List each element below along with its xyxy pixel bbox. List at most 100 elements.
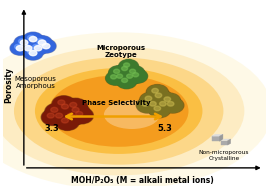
- Circle shape: [106, 72, 125, 85]
- Circle shape: [149, 103, 170, 117]
- Circle shape: [29, 36, 37, 42]
- Circle shape: [146, 84, 168, 100]
- Ellipse shape: [14, 57, 224, 165]
- Circle shape: [159, 94, 180, 108]
- Circle shape: [15, 44, 22, 49]
- Text: 3.3: 3.3: [44, 124, 59, 133]
- Ellipse shape: [49, 75, 189, 147]
- Circle shape: [37, 39, 44, 44]
- Circle shape: [67, 113, 75, 118]
- Circle shape: [20, 40, 28, 45]
- Ellipse shape: [0, 32, 269, 189]
- Circle shape: [117, 64, 136, 76]
- Circle shape: [119, 59, 139, 73]
- Circle shape: [55, 114, 79, 130]
- Circle shape: [58, 100, 65, 105]
- Circle shape: [122, 71, 141, 84]
- Circle shape: [152, 88, 158, 93]
- Circle shape: [109, 66, 129, 80]
- Circle shape: [122, 70, 141, 84]
- Circle shape: [61, 118, 69, 123]
- Circle shape: [37, 40, 55, 53]
- Circle shape: [109, 66, 128, 79]
- Circle shape: [23, 44, 30, 49]
- Circle shape: [117, 75, 136, 88]
- Circle shape: [116, 75, 137, 89]
- Circle shape: [122, 66, 128, 70]
- Circle shape: [55, 113, 63, 118]
- Circle shape: [41, 109, 65, 125]
- Circle shape: [61, 109, 85, 125]
- Circle shape: [111, 75, 116, 79]
- Text: 5.3: 5.3: [157, 124, 172, 133]
- Circle shape: [42, 110, 64, 125]
- Circle shape: [18, 41, 38, 55]
- Circle shape: [33, 44, 40, 49]
- Circle shape: [56, 115, 78, 130]
- Circle shape: [49, 109, 73, 125]
- Circle shape: [10, 41, 30, 55]
- Circle shape: [36, 39, 56, 53]
- Circle shape: [45, 103, 69, 120]
- Ellipse shape: [104, 100, 160, 129]
- Circle shape: [51, 107, 58, 112]
- Circle shape: [14, 36, 34, 50]
- Circle shape: [70, 107, 93, 124]
- Circle shape: [76, 112, 83, 116]
- Circle shape: [125, 66, 144, 79]
- Circle shape: [127, 74, 133, 78]
- Polygon shape: [221, 139, 231, 141]
- Circle shape: [19, 39, 26, 44]
- Circle shape: [29, 42, 47, 55]
- Circle shape: [150, 89, 172, 105]
- Circle shape: [116, 74, 123, 78]
- Circle shape: [114, 69, 120, 73]
- Circle shape: [145, 96, 152, 101]
- Circle shape: [55, 100, 79, 116]
- Circle shape: [33, 36, 51, 49]
- Circle shape: [24, 47, 42, 60]
- Circle shape: [27, 35, 35, 40]
- Text: Microporous
Zeotype: Microporous Zeotype: [97, 45, 146, 58]
- Circle shape: [147, 85, 168, 99]
- Circle shape: [28, 41, 48, 55]
- Text: MOH/P₂O₅ (M = alkali metal ions): MOH/P₂O₅ (M = alkali metal ions): [71, 176, 214, 185]
- Circle shape: [29, 50, 37, 56]
- Circle shape: [105, 71, 126, 85]
- Circle shape: [65, 99, 87, 114]
- Circle shape: [128, 69, 148, 83]
- Circle shape: [116, 63, 137, 77]
- Circle shape: [128, 70, 147, 83]
- Circle shape: [24, 46, 32, 51]
- Circle shape: [23, 32, 43, 46]
- Circle shape: [67, 104, 89, 119]
- Circle shape: [140, 93, 161, 107]
- Circle shape: [71, 108, 93, 123]
- Circle shape: [32, 36, 52, 50]
- Circle shape: [53, 96, 75, 112]
- Bar: [212, 136, 220, 141]
- Circle shape: [61, 104, 69, 109]
- Circle shape: [150, 90, 171, 104]
- Text: Non-microporous
Crystalline: Non-microporous Crystalline: [199, 150, 249, 161]
- Circle shape: [148, 102, 171, 118]
- Circle shape: [137, 98, 158, 112]
- Circle shape: [155, 93, 162, 98]
- Circle shape: [11, 42, 29, 55]
- Ellipse shape: [0, 47, 244, 175]
- Circle shape: [42, 43, 50, 49]
- Circle shape: [119, 60, 138, 73]
- Circle shape: [133, 73, 139, 77]
- Circle shape: [125, 66, 145, 80]
- Bar: [221, 141, 228, 145]
- Circle shape: [164, 97, 171, 101]
- Circle shape: [122, 78, 128, 82]
- Circle shape: [163, 98, 183, 112]
- Circle shape: [142, 101, 148, 106]
- Circle shape: [112, 70, 132, 84]
- Circle shape: [136, 98, 158, 113]
- Circle shape: [34, 46, 42, 51]
- Circle shape: [23, 46, 43, 60]
- Circle shape: [66, 103, 90, 120]
- Circle shape: [70, 102, 77, 107]
